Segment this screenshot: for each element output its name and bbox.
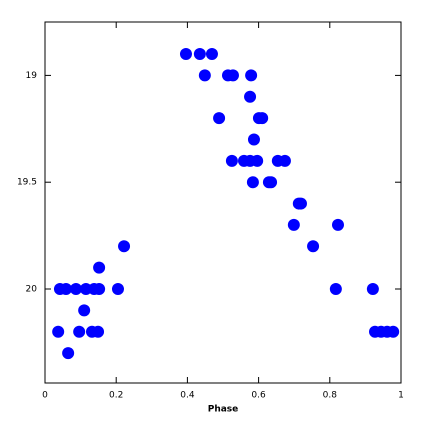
point	[198, 69, 211, 82]
x-tick-label: 0	[42, 391, 48, 401]
point	[278, 154, 291, 167]
point	[69, 283, 82, 296]
point	[244, 90, 257, 103]
point	[73, 325, 86, 338]
point	[179, 48, 192, 61]
point	[93, 283, 106, 296]
point	[287, 218, 300, 231]
x-axis-label: Phase	[208, 405, 239, 415]
point	[331, 218, 344, 231]
y-tick-label: 19	[26, 71, 38, 81]
y-tick-label: 20	[26, 285, 38, 295]
point	[294, 197, 307, 210]
point	[256, 112, 269, 125]
x-tick-label: 0.8	[323, 391, 338, 401]
point	[111, 283, 124, 296]
point	[225, 154, 238, 167]
point	[62, 347, 75, 360]
point	[205, 48, 218, 61]
point	[92, 325, 105, 338]
plot-frame	[44, 21, 402, 384]
y-tick-label: 19.5	[17, 178, 37, 188]
point	[52, 325, 65, 338]
point	[93, 261, 106, 274]
point	[226, 69, 239, 82]
point	[366, 283, 379, 296]
point	[251, 154, 264, 167]
point	[307, 240, 320, 253]
point	[245, 69, 258, 82]
point	[246, 176, 259, 189]
point	[60, 283, 73, 296]
point	[265, 176, 278, 189]
point	[247, 133, 260, 146]
point	[329, 283, 342, 296]
point	[78, 304, 91, 317]
x-tick-label: 1	[398, 391, 404, 401]
x-tick-label: 0.4	[180, 391, 195, 401]
point	[118, 240, 131, 253]
x-tick-label: 0.6	[251, 391, 266, 401]
point	[193, 48, 206, 61]
point	[213, 112, 226, 125]
point	[387, 325, 400, 338]
x-tick-label: 0.2	[109, 391, 123, 401]
